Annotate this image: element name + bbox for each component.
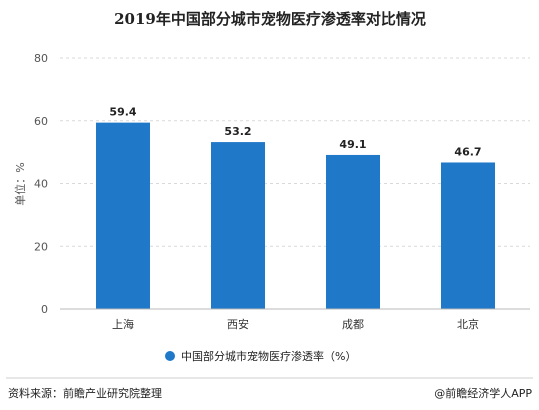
data-label-1: 53.2 [224,125,251,138]
x-tick-label-0: 上海 [112,317,134,331]
data-label-0: 59.4 [109,106,136,119]
data-label-2: 49.1 [339,138,366,151]
y-axis-ticks: 0 20 40 60 80 [34,52,48,316]
data-label-3: 46.7 [454,145,481,158]
y-tick-label: 80 [34,52,48,65]
bar-3 [441,162,495,309]
bar-0 [96,122,150,309]
y-axis-label: 单位：% [13,162,27,205]
y-tick-label: 20 [34,240,48,253]
legend: 中国部分城市宠物医疗渗透率（%） [165,349,356,363]
legend-marker [165,351,175,361]
x-axis-ticks: 上海 西安 成都 北京 [112,317,479,331]
x-tick-label-2: 成都 [342,318,364,331]
legend-label: 中国部分城市宠物医疗渗透率（%） [181,349,356,363]
source-text: 资料来源：前瞻产业研究院整理 [8,386,162,400]
bar-2 [326,154,380,309]
brand-text: @前瞻经济学人APP [434,386,532,400]
y-tick-label: 60 [34,115,48,128]
chart-title: 2019年中国部分城市宠物医疗渗透率对比情况 [114,10,426,28]
y-tick-label: 0 [41,303,48,316]
x-tick-label-3: 北京 [457,317,479,331]
data-labels: 59.4 53.2 49.1 46.7 [109,106,481,159]
y-tick-label: 40 [34,178,48,191]
x-tick-label-1: 西安 [227,317,249,331]
bars [96,122,495,309]
bar-1 [211,142,265,309]
